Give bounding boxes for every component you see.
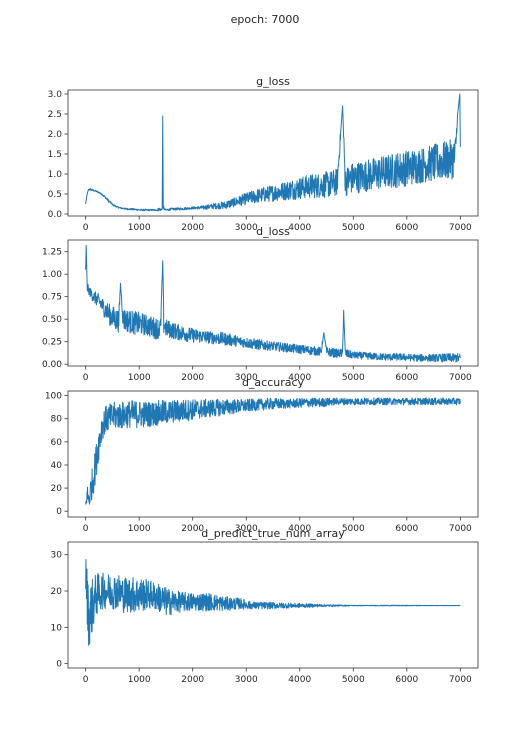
y-tick-label: 80 — [51, 415, 63, 425]
x-tick-label: 6000 — [395, 524, 418, 534]
x-tick-label: 7000 — [449, 223, 472, 233]
subplot-title: d_accuracy — [242, 376, 305, 389]
y-tick-label: 2.0 — [48, 130, 63, 140]
y-tick-label: 1.0 — [48, 170, 63, 180]
axes-frame — [67, 89, 479, 217]
y-tick-label: 60 — [51, 438, 63, 448]
y-tick-label: 0.00 — [42, 360, 62, 370]
x-tick-label: 4000 — [288, 675, 311, 685]
y-tick-label: 0 — [56, 507, 62, 517]
subplot-title: g_loss — [256, 75, 290, 88]
y-tick-label: 0.25 — [42, 338, 62, 348]
x-tick-label: 0 — [83, 524, 89, 534]
x-tick-label: 0 — [83, 373, 89, 383]
y-tick-label: 0.0 — [48, 210, 63, 220]
y-tick-label: 2.5 — [48, 110, 62, 120]
y-tick-label: 0.50 — [42, 315, 62, 325]
x-tick-label: 1000 — [128, 223, 151, 233]
x-tick-label: 3000 — [235, 675, 258, 685]
series-line — [85, 558, 461, 646]
subplot-2: d_loss 0 1000 2000 3000 4000 5000 6000 7000 0.00 0… — [42, 225, 479, 383]
x-tick-label: 2000 — [181, 675, 204, 685]
x-tick-label: 1000 — [128, 524, 151, 534]
x-tick-label: 2000 — [181, 223, 204, 233]
y-tick-label: 20 — [51, 587, 63, 597]
x-tick-label: 2000 — [181, 373, 204, 383]
y-tick-label: 1.5 — [48, 150, 62, 160]
x-tick-label: 3000 — [235, 373, 258, 383]
y-tick-label: 20 — [51, 484, 63, 494]
y-tick-label: 40 — [51, 461, 63, 471]
x-tick-label: 6000 — [395, 373, 418, 383]
x-tick-label: 5000 — [342, 373, 365, 383]
y-tick-label: 0 — [56, 660, 62, 670]
x-tick-label: 1000 — [128, 675, 151, 685]
series-line — [85, 244, 461, 363]
x-tick-label: 2000 — [181, 524, 204, 534]
x-tick-label: 0 — [83, 675, 89, 685]
axes-frame — [67, 390, 479, 518]
subplot-title: d_predict_true_num_array — [201, 527, 345, 540]
x-tick-label: 4000 — [288, 524, 311, 534]
y-tick-label: 1.00 — [42, 270, 62, 280]
axes-frame — [67, 541, 479, 669]
subplot-1: g_loss 0 1000 2000 3000 4000 5000 6000 7000 0.0 0.… — [48, 75, 479, 233]
x-tick-label: 6000 — [395, 675, 418, 685]
y-tick-label: 10 — [51, 623, 63, 633]
x-tick-label: 0 — [83, 223, 89, 233]
subplot-title: d_loss — [256, 225, 290, 238]
series-line — [85, 397, 461, 505]
x-tick-label: 3000 — [235, 524, 258, 534]
figure-suptitle: epoch: 7000 — [231, 13, 300, 26]
x-tick-label: 4000 — [288, 373, 311, 383]
x-tick-label: 5000 — [342, 524, 365, 534]
y-tick-label: 0.5 — [48, 190, 62, 200]
y-tick-label: 30 — [51, 551, 63, 561]
y-tick-label: 0.75 — [42, 293, 62, 303]
series-line — [85, 93, 461, 212]
x-tick-label: 7000 — [449, 524, 472, 534]
x-tick-label: 4000 — [288, 223, 311, 233]
y-tick-label: 1.25 — [42, 248, 62, 258]
x-tick-label: 6000 — [395, 223, 418, 233]
x-tick-label: 7000 — [449, 675, 472, 685]
y-tick-label: 3.0 — [48, 90, 63, 100]
x-tick-label: 1000 — [128, 373, 151, 383]
x-tick-label: 7000 — [449, 373, 472, 383]
x-tick-label: 5000 — [342, 223, 365, 233]
axes-frame — [67, 239, 479, 367]
x-tick-label: 3000 — [235, 223, 258, 233]
x-tick-label: 5000 — [342, 675, 365, 685]
y-tick-label: 100 — [45, 392, 62, 402]
